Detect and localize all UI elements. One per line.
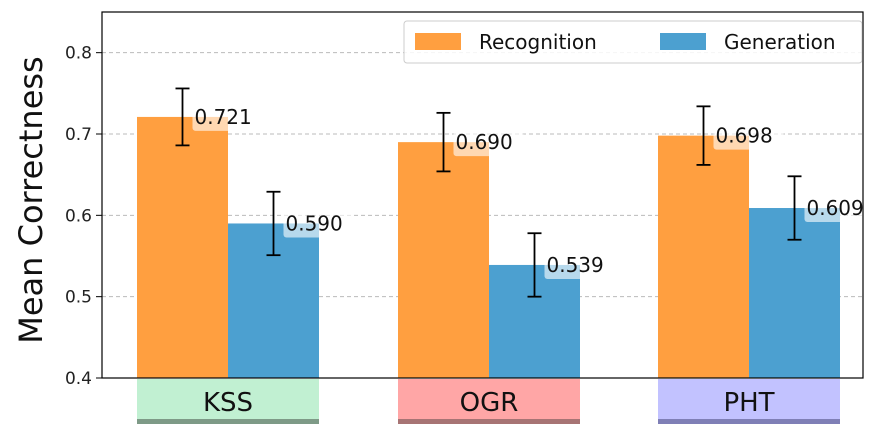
- data-label-bg: [453, 132, 524, 157]
- legend-label: Recognition: [479, 30, 597, 54]
- legend-swatch: [660, 33, 706, 50]
- data-label-bg: [544, 254, 615, 279]
- y-tick-label: 0.5: [65, 288, 92, 308]
- bar-recognition-pht: [658, 135, 749, 378]
- legend: Recognition Generation: [403, 20, 863, 64]
- error-bars: [175, 87, 802, 298]
- y-axis-label: Mean Correctness: [12, 56, 50, 343]
- data-label-bg: [192, 106, 263, 131]
- plot-frame: [101, 11, 864, 379]
- category-box: [137, 379, 319, 420]
- y-axis-ticks: 0.4 0.5 0.6 0.7 0.8: [65, 44, 102, 389]
- bar-recognition-kss: [137, 116, 228, 379]
- data-label-bg: [713, 125, 784, 150]
- legend-swatch: [415, 33, 461, 50]
- y-tick-label: 0.7: [65, 125, 92, 145]
- data-label: 0.609: [807, 196, 864, 220]
- category-underline: [137, 419, 319, 424]
- category-label: PHT: [723, 388, 774, 418]
- data-label: 0.690: [456, 130, 513, 154]
- bar-recognition-ogr: [398, 142, 489, 378]
- data-label: 0.698: [716, 124, 773, 148]
- data-label: 0.721: [195, 105, 252, 129]
- data-label: 0.590: [286, 211, 343, 235]
- bars: [137, 116, 840, 379]
- category-label: KSS: [203, 388, 253, 418]
- legend-label: Generation: [724, 30, 836, 54]
- category-underline: [658, 419, 840, 424]
- y-tick-label: 0.6: [65, 206, 92, 226]
- y-tick-label: 0.8: [65, 44, 92, 64]
- category-labels: KSS OGR PHT: [137, 379, 840, 424]
- legend-box: [403, 20, 863, 64]
- category-label: OGR: [460, 388, 519, 418]
- y-tick-label: 0.4: [65, 369, 92, 389]
- category-underline: [398, 419, 580, 424]
- data-labels: 0.721 0.690 0.698 0.590 0.539 0.609: [192, 105, 875, 279]
- category-box: [658, 379, 840, 420]
- data-label-bg: [804, 198, 875, 223]
- data-label-bg: [283, 213, 354, 238]
- data-label: 0.539: [547, 253, 604, 277]
- category-box: [398, 379, 580, 420]
